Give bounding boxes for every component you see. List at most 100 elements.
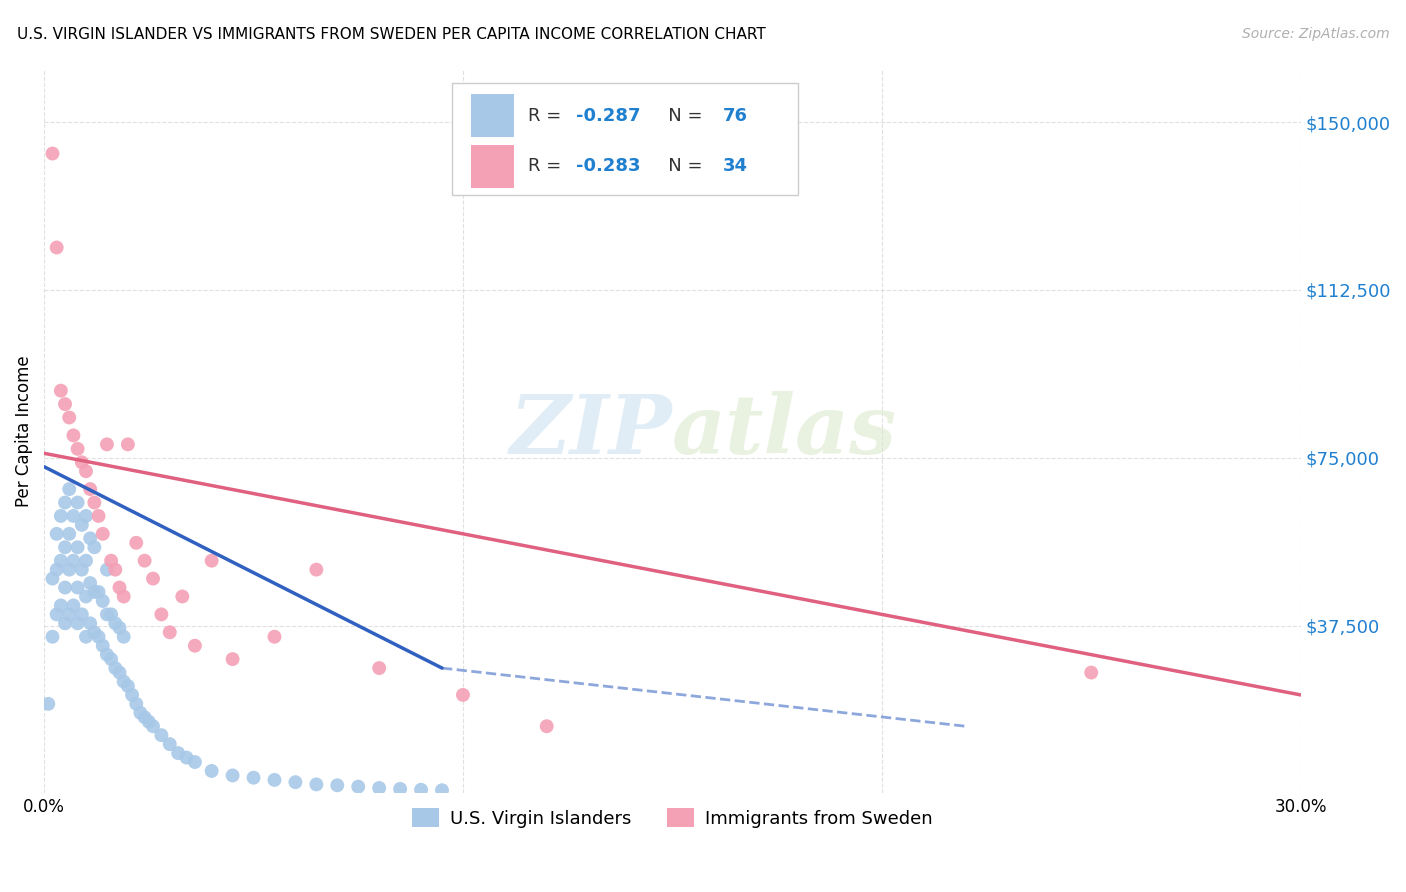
- Point: [87, 630, 110, 644]
- Point: [150, 728, 173, 742]
- Point: [45, 240, 67, 254]
- Point: [96, 607, 118, 622]
- Point: [125, 697, 148, 711]
- Point: [104, 661, 127, 675]
- Point: [75, 590, 97, 604]
- Y-axis label: Per Capita Income: Per Capita Income: [15, 355, 32, 507]
- Point: [70, 455, 93, 469]
- Point: [70, 563, 93, 577]
- Point: [79, 531, 101, 545]
- Point: [49, 508, 72, 523]
- Point: [66, 541, 89, 555]
- Point: [112, 630, 135, 644]
- Point: [108, 621, 131, 635]
- Text: -0.283: -0.283: [575, 157, 640, 176]
- FancyBboxPatch shape: [453, 83, 799, 195]
- Legend: U.S. Virgin Islanders, Immigrants from Sweden: U.S. Virgin Islanders, Immigrants from S…: [405, 801, 941, 835]
- Point: [45, 563, 67, 577]
- Text: R =: R =: [527, 157, 567, 176]
- FancyBboxPatch shape: [471, 145, 515, 187]
- Point: [53, 616, 76, 631]
- Point: [368, 661, 391, 675]
- Point: [142, 572, 165, 586]
- Point: [58, 482, 80, 496]
- Point: [184, 639, 207, 653]
- Point: [100, 607, 122, 622]
- Point: [91, 639, 114, 653]
- Text: atlas: atlas: [672, 391, 897, 471]
- Point: [79, 576, 101, 591]
- Point: [108, 581, 131, 595]
- Point: [100, 554, 122, 568]
- Point: [37, 697, 59, 711]
- Point: [108, 665, 131, 680]
- Point: [176, 750, 198, 764]
- Text: ZIP: ZIP: [510, 391, 672, 471]
- Point: [125, 536, 148, 550]
- Point: [96, 563, 118, 577]
- Point: [91, 594, 114, 608]
- Text: 34: 34: [723, 157, 748, 176]
- Point: [263, 772, 285, 787]
- Point: [142, 719, 165, 733]
- Point: [62, 554, 84, 568]
- Point: [75, 554, 97, 568]
- Point: [75, 508, 97, 523]
- Point: [83, 585, 105, 599]
- Point: [41, 146, 63, 161]
- Point: [83, 625, 105, 640]
- Point: [138, 714, 160, 729]
- Point: [112, 590, 135, 604]
- Point: [368, 780, 391, 795]
- Text: R =: R =: [527, 107, 567, 125]
- Point: [41, 572, 63, 586]
- Point: [49, 384, 72, 398]
- Point: [536, 719, 558, 733]
- Point: [66, 495, 89, 509]
- Point: [83, 495, 105, 509]
- Point: [409, 782, 432, 797]
- Text: N =: N =: [651, 157, 709, 176]
- Point: [112, 674, 135, 689]
- Point: [45, 607, 67, 622]
- Point: [62, 428, 84, 442]
- Point: [121, 688, 143, 702]
- Point: [117, 437, 139, 451]
- Point: [66, 616, 89, 631]
- Point: [104, 563, 127, 577]
- FancyBboxPatch shape: [471, 95, 515, 137]
- Point: [62, 599, 84, 613]
- Point: [58, 526, 80, 541]
- Point: [87, 585, 110, 599]
- Point: [451, 688, 474, 702]
- Point: [53, 541, 76, 555]
- Text: 76: 76: [723, 107, 748, 125]
- Point: [326, 778, 349, 792]
- Point: [45, 526, 67, 541]
- Text: Source: ZipAtlas.com: Source: ZipAtlas.com: [1241, 27, 1389, 41]
- Point: [79, 616, 101, 631]
- Point: [100, 652, 122, 666]
- Point: [96, 648, 118, 662]
- Point: [53, 495, 76, 509]
- Point: [75, 464, 97, 478]
- Point: [58, 410, 80, 425]
- Point: [53, 581, 76, 595]
- Point: [172, 590, 194, 604]
- Point: [41, 630, 63, 644]
- Point: [305, 563, 328, 577]
- Text: U.S. VIRGIN ISLANDER VS IMMIGRANTS FROM SWEDEN PER CAPITA INCOME CORRELATION CHA: U.S. VIRGIN ISLANDER VS IMMIGRANTS FROM …: [17, 27, 766, 42]
- Point: [284, 775, 307, 789]
- Point: [96, 437, 118, 451]
- Point: [347, 780, 370, 794]
- Point: [58, 607, 80, 622]
- Text: -0.287: -0.287: [575, 107, 640, 125]
- Point: [49, 554, 72, 568]
- Point: [117, 679, 139, 693]
- Point: [104, 616, 127, 631]
- Point: [201, 554, 224, 568]
- Point: [66, 442, 89, 456]
- Point: [129, 706, 152, 720]
- Point: [159, 625, 181, 640]
- Point: [201, 764, 224, 778]
